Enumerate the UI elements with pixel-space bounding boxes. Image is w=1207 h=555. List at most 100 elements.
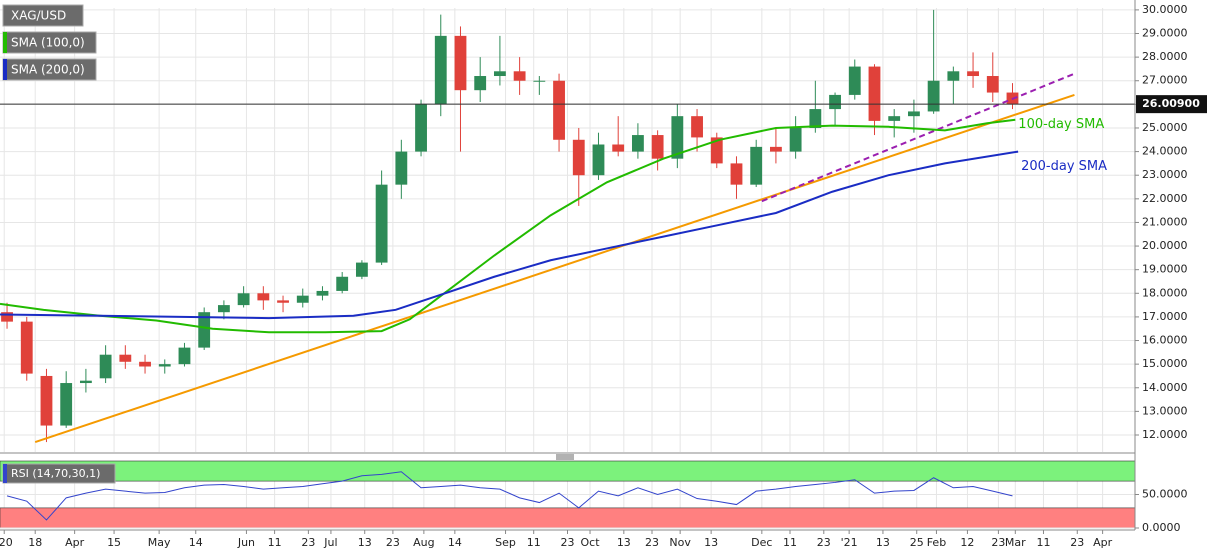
candle-body [99, 354, 112, 379]
candle-body [631, 135, 644, 152]
candle-body [415, 104, 427, 152]
legend-box [2, 4, 84, 27]
x-tick-label: 18 [28, 536, 42, 549]
x-tick-label: 11 [268, 536, 282, 549]
candle-body [671, 116, 684, 159]
candle-body [119, 354, 132, 362]
price-label-box [1136, 95, 1207, 114]
candle-body [750, 146, 763, 185]
y-tick-label: 30.0000 [1142, 3, 1188, 16]
candle-body [336, 276, 349, 291]
candle-body [375, 184, 388, 263]
candle-body [848, 66, 861, 95]
resize-handle[interactable] [556, 454, 574, 460]
candle-body [730, 163, 743, 185]
y-tick-label: 24.0000 [1142, 145, 1188, 158]
x-tick-label: 13 [876, 536, 890, 549]
x-tick-label: Sep [495, 536, 516, 549]
x-tick-label: 12 [960, 536, 974, 549]
rsi-band [0, 460, 1136, 482]
x-tick-label: 23 [1070, 536, 1084, 549]
y-tick-label: 0.0000 [1142, 521, 1181, 534]
x-tick-label: Apr [1093, 536, 1113, 549]
y-tick-label: 20.0000 [1142, 239, 1188, 252]
candle-body [710, 137, 723, 164]
x-tick-label: 13 [704, 536, 718, 549]
x-tick-label: 25 [910, 536, 924, 549]
candle-body [277, 300, 289, 303]
x-tick-label: Jun [237, 536, 255, 549]
y-tick-label: 18.0000 [1142, 286, 1188, 299]
candle-body [493, 71, 506, 77]
x-tick-label: 23 [301, 536, 315, 549]
candle-body [20, 321, 33, 374]
candle-body [178, 347, 191, 365]
y-tick-label: 25.0000 [1142, 121, 1188, 134]
x-tick-label: 13 [358, 536, 372, 549]
candle-body [592, 144, 605, 176]
sma-annotation: 200-day SMA [1021, 159, 1107, 174]
candle-body [513, 71, 526, 81]
x-tick-label: 23 [817, 536, 831, 549]
sma-line [0, 150, 1019, 320]
candle-body [967, 71, 979, 77]
candle-body [612, 144, 625, 152]
candle-body [355, 262, 368, 277]
candle-body [572, 139, 585, 176]
candle-body [553, 80, 565, 140]
x-tick-label: 11 [1036, 536, 1050, 549]
x-tick-label: 11 [527, 536, 541, 549]
candle-body [316, 290, 329, 296]
legend-label: SMA (200,0) [11, 63, 85, 77]
candle-body [947, 71, 960, 81]
y-tick-label: 15.0000 [1142, 357, 1188, 370]
candle-body [908, 111, 920, 117]
candle-body [651, 135, 664, 159]
legend-label: XAG/USD [11, 9, 66, 23]
x-tick-label: 14 [189, 536, 203, 549]
candle-body [829, 94, 841, 110]
x-tick-label: May [148, 536, 171, 549]
y-tick-label: 14.0000 [1142, 381, 1188, 394]
y-tick-label: 12.0000 [1142, 428, 1188, 441]
candle-body [257, 293, 270, 301]
x-tick-label: 15 [107, 536, 121, 549]
x-tick-label: Jul [323, 536, 337, 549]
x-tick-label: Mar [1005, 536, 1026, 549]
x-tick-label: 13 [617, 536, 631, 549]
rsi-title: RSI (14,70,30,1) [11, 467, 100, 480]
y-tick-label: 27.0000 [1142, 74, 1188, 87]
candle-body [691, 116, 703, 138]
x-tick-label: 14 [448, 536, 462, 549]
y-tick-label: 13.0000 [1142, 404, 1188, 417]
candle-body [789, 127, 802, 152]
x-tick-label: Nov [669, 536, 691, 549]
y-tick-label: 21.0000 [1142, 215, 1188, 228]
candle-body [158, 364, 171, 367]
candle-body [217, 305, 230, 313]
x-tick-label: 23 [991, 536, 1005, 549]
x-tick-label: '20 [0, 536, 13, 549]
trend-line [34, 93, 1075, 444]
y-tick-label: 28.0000 [1142, 50, 1188, 63]
candle-body [533, 80, 546, 82]
x-tick-label: Feb [927, 536, 946, 549]
candle-body [927, 80, 940, 112]
y-tick-label: 50.0000 [1142, 488, 1188, 501]
x-tick-label: 23 [645, 536, 659, 549]
y-tick-label: 23.0000 [1142, 168, 1188, 181]
candle-body [454, 35, 467, 91]
x-tick-label: 23 [386, 536, 400, 549]
x-tick-label: 11 [783, 536, 797, 549]
candle-body [1, 312, 13, 322]
sma-annotation: 100-day SMA [1018, 117, 1104, 132]
x-tick-label: Oct [581, 536, 601, 549]
candle-body [296, 295, 309, 303]
candle-body [868, 66, 881, 121]
candle-body [40, 375, 53, 426]
x-tick-label: Dec [751, 536, 772, 549]
y-tick-label: 17.0000 [1142, 310, 1188, 323]
rsi-band [0, 507, 1136, 529]
candle-body [395, 151, 408, 185]
